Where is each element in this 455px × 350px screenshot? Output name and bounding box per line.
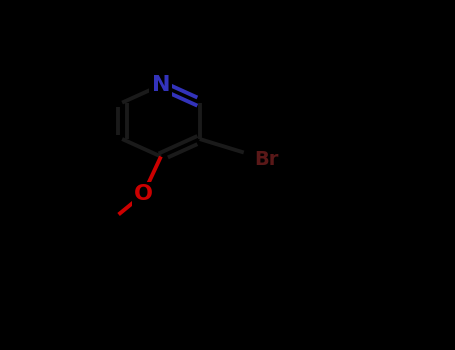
Text: O: O: [134, 184, 153, 204]
Text: Br: Br: [254, 150, 279, 169]
Text: N: N: [152, 75, 170, 95]
